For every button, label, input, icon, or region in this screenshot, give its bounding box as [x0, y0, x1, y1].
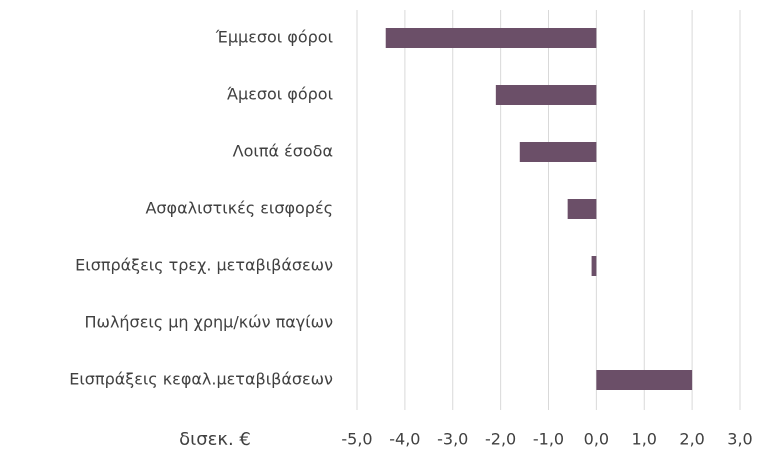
y-tick-label: Ασφαλιστικές εισφορές: [145, 199, 333, 218]
x-tick-label: -4,0: [389, 430, 420, 449]
y-tick-label: Πωλήσεις μη χρημ/κών παγίων: [85, 313, 334, 332]
bar: [519, 142, 597, 162]
y-tick-label: Εισπράξεις τρεχ. μεταβιβάσεων: [75, 256, 333, 275]
x-tick-label: -2,0: [485, 430, 516, 449]
x-tick-label: 0,0: [584, 430, 609, 449]
y-tick-label: Έμμεσοι φόροι: [215, 28, 333, 47]
bar: [596, 370, 693, 390]
y-tick-label: Λοιπά έσοδα: [233, 142, 333, 161]
x-tick-label: -1,0: [533, 430, 564, 449]
y-tick-label: Εισπράξεις κεφαλ.μεταβιβάσεων: [69, 370, 333, 389]
x-tick-label: -5,0: [341, 430, 372, 449]
bar: [591, 256, 597, 276]
x-tick-label: 2,0: [679, 430, 704, 449]
bar: [385, 28, 597, 48]
x-tick-label: 3,0: [727, 430, 752, 449]
y-tick-label: Άμεσοι φόροι: [227, 85, 333, 104]
x-tick-label: -3,0: [437, 430, 468, 449]
bar: [495, 85, 597, 105]
x-axis-label: δισεκ. €: [179, 429, 251, 450]
bar: [567, 199, 597, 219]
x-tick-label: 1,0: [632, 430, 657, 449]
